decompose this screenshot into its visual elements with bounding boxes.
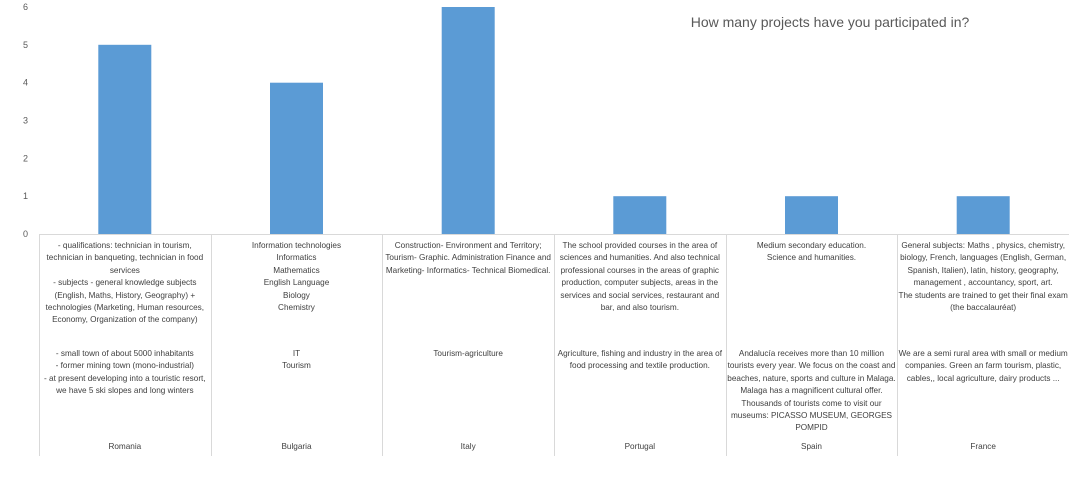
category-axis-table: - qualifications: technician in tourism,… [39,235,1069,456]
country-label: Portugal [624,442,656,451]
category-column: Construction- Environment and Territory;… [382,235,554,456]
y-tick-label: 1 [23,191,28,201]
category-column: General subjects: Maths , physics, chemi… [897,235,1069,456]
chart-title: How many projects have you participated … [690,14,970,30]
region-description: - small town of about 5000 inhabitants -… [44,349,206,396]
category-description: Information technologies Informatics Mat… [251,241,342,313]
region-description: IT Tourism [282,349,311,371]
bar [270,82,323,234]
category-column: Medium secondary education. Science and … [726,235,898,456]
bar [441,7,495,234]
country-label: Romania [108,442,142,451]
bar [956,196,1010,234]
region-description: Andalucía receives more than 10 million … [727,349,896,433]
category-column: The school provided courses in the area … [554,235,726,456]
y-tick-label: 2 [23,153,28,163]
country-label: Italy [460,442,476,451]
bar [785,196,838,234]
y-tick-label: 3 [23,116,28,126]
region-description: We are a semi rural area with small or m… [898,349,1068,383]
region-description: Agriculture, fishing and industry in the… [557,349,722,371]
y-tick-label: 0 [23,229,28,239]
country-label: Spain [801,442,822,451]
category-description: The school provided courses in the area … [559,241,720,313]
category-description: Medium secondary education. Science and … [756,241,867,263]
bar [613,196,667,234]
country-label: France [970,442,996,451]
y-tick-label: 4 [23,78,28,88]
y-tick-label: 6 [23,2,28,12]
y-tick-label: 5 [23,40,28,50]
category-description: Construction- Environment and Territory;… [385,241,551,275]
category-description: - qualifications: technician in tourism,… [45,241,205,325]
bar [98,44,152,234]
country-label: Bulgaria [281,442,312,451]
category-column: - qualifications: technician in tourism,… [39,235,211,456]
region-description: Tourism-agriculture [433,349,503,358]
category-description: General subjects: Maths , physics, chemi… [898,241,1068,313]
category-column: Information technologies Informatics Mat… [211,235,383,456]
